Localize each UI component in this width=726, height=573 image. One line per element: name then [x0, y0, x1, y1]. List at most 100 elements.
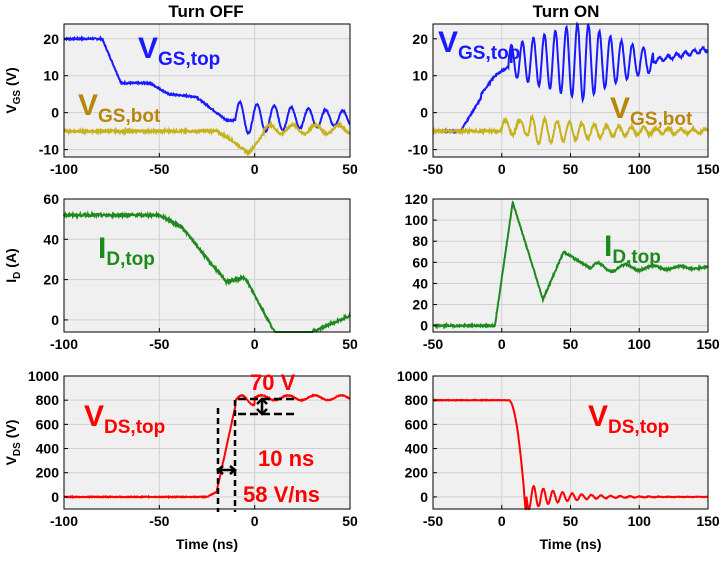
- rise-time-label: 10 ns: [258, 446, 314, 471]
- x-tick-label: 0: [251, 161, 259, 177]
- x-tick-label: 0: [498, 161, 506, 177]
- y-tick-label: 10: [412, 68, 428, 84]
- label-vds-top-off: VDS,top: [84, 400, 165, 438]
- y-axis-label-unit: (A): [3, 248, 19, 271]
- x-tick-label: 100: [628, 513, 652, 529]
- y-tick-label: 60: [43, 191, 59, 207]
- x-tick-label: 50: [342, 336, 358, 352]
- y-tick-label: -10: [408, 142, 428, 158]
- x-tick-label: -50: [149, 513, 169, 529]
- y-tick-label: 1000: [28, 368, 59, 384]
- y-tick-label: 20: [412, 297, 428, 313]
- overshoot-arrowhead-up: [256, 397, 268, 405]
- y-axis-label-unit: (V): [3, 67, 19, 90]
- plot-frame: [63, 198, 351, 333]
- label-vgs-bot-off: VGS,bot: [78, 89, 161, 127]
- series-line-vds_on: [432, 398, 708, 511]
- label-vgs-top-off: VGS,top: [138, 32, 220, 70]
- y-axis-label-sub: DS: [12, 442, 23, 456]
- y-axis-label-sub: GS: [12, 90, 23, 105]
- y-tick-label: 80: [412, 233, 428, 249]
- y-tick-label: 0: [420, 105, 428, 121]
- x-tick-label: 0: [251, 513, 259, 529]
- x-tick-label: 0: [498, 513, 506, 529]
- rise-arrowhead-right: [229, 465, 238, 475]
- series-line-vgs_top_off: [63, 34, 351, 136]
- rise-arrowhead-left: [215, 465, 224, 475]
- x-tick-label: -50: [149, 161, 169, 177]
- plot-background: [64, 24, 350, 157]
- x-tick-label: -50: [149, 336, 169, 352]
- y-tick-label: 100: [405, 212, 429, 228]
- x-tick-label: -50: [423, 336, 443, 352]
- x-tick-label: 50: [342, 161, 358, 177]
- label-id-top-off: ID,top: [98, 232, 155, 270]
- panel-vgs-off: -100 -50 0 50 20 10 0 -10 VGS (V): [3, 23, 358, 177]
- y-axis-label: VDS (V): [3, 420, 23, 466]
- x-tick-label: 150: [696, 161, 720, 177]
- overshoot-label: 70 V: [250, 370, 296, 395]
- plot-background: [64, 199, 350, 332]
- title-turn-off: Turn OFF: [168, 2, 243, 21]
- panel-vds-off: -100 -50 0 50 1000 800 600 400 200 0 VDS (V) Time (…: [3, 368, 358, 552]
- y-axis-label: ID (A): [3, 248, 23, 282]
- y-tick-label: -10: [39, 142, 59, 158]
- y-axis-label-unit: (V): [3, 420, 19, 443]
- x-tick-label: 50: [563, 336, 579, 352]
- x-tick-label: 100: [628, 336, 652, 352]
- y-tick-label: 0: [420, 489, 428, 505]
- y-tick-label: 800: [405, 392, 429, 408]
- plot-frame: [63, 375, 351, 510]
- x-tick-label: 50: [563, 513, 579, 529]
- x-tick-label: -100: [50, 513, 78, 529]
- y-tick-label: 400: [405, 441, 429, 457]
- y-tick-label: 20: [412, 31, 428, 47]
- x-tick-label: 150: [696, 336, 720, 352]
- series-line-id_on: [432, 200, 709, 330]
- series-line-vgs_top_on: [432, 21, 709, 135]
- y-axis-label: VGS (V): [3, 67, 23, 113]
- x-tick-label: 150: [696, 513, 720, 529]
- y-axis-label-main: I: [3, 279, 19, 283]
- y-tick-label: 120: [405, 191, 429, 207]
- x-tick-label: 50: [342, 513, 358, 529]
- y-tick-label: 0: [51, 105, 59, 121]
- x-tick-label: 100: [628, 161, 652, 177]
- y-tick-label: 400: [36, 441, 60, 457]
- panel-id-on: -50 0 50 100 150 120 100 80 60 40 20 0: [405, 191, 720, 352]
- overshoot-arrowhead-down: [256, 408, 268, 416]
- y-tick-label: 200: [36, 465, 60, 481]
- x-tick-label: 0: [251, 336, 259, 352]
- y-axis-label-main: V: [3, 455, 19, 465]
- plot-frame: [63, 23, 351, 158]
- panel-vds-on: -50 0 50 100 150 1000 800 600 400 200 0 Time (ns): [397, 368, 720, 552]
- y-tick-label: 20: [43, 31, 59, 47]
- y-tick-label: 0: [420, 318, 428, 334]
- title-turn-on: Turn ON: [533, 2, 600, 21]
- y-tick-label: 0: [51, 312, 59, 328]
- plot-background: [64, 376, 350, 509]
- y-tick-label: 40: [412, 275, 428, 291]
- y-tick-label: 10: [43, 68, 59, 84]
- x-axis-label: Time (ns): [176, 536, 238, 552]
- x-tick-label: -100: [50, 336, 78, 352]
- series-line-vgs_bot_on: [432, 113, 709, 146]
- y-tick-label: 0: [51, 489, 59, 505]
- y-axis-label-sub: D: [12, 272, 23, 279]
- slew-rate-label: 58 V/ns: [243, 482, 320, 507]
- x-tick-label: -50: [423, 161, 443, 177]
- y-tick-label: 60: [412, 254, 428, 270]
- x-tick-label: 50: [563, 161, 579, 177]
- label-vds-top-on: VDS,top: [588, 400, 669, 438]
- label-vgs-top-on: VGS,top: [438, 26, 520, 64]
- y-tick-label: 1000: [397, 368, 428, 384]
- y-tick-label: 600: [36, 416, 60, 432]
- series-line-vds_off: [63, 393, 351, 500]
- y-tick-label: 40: [43, 231, 59, 247]
- y-tick-label: 600: [405, 416, 429, 432]
- annotations: VGS,top VGS,bot VGS,top VGS,bot ID,top I…: [78, 26, 693, 512]
- panel-id-off: -100 -50 0 50 60 40 20 0 ID (A): [3, 191, 358, 352]
